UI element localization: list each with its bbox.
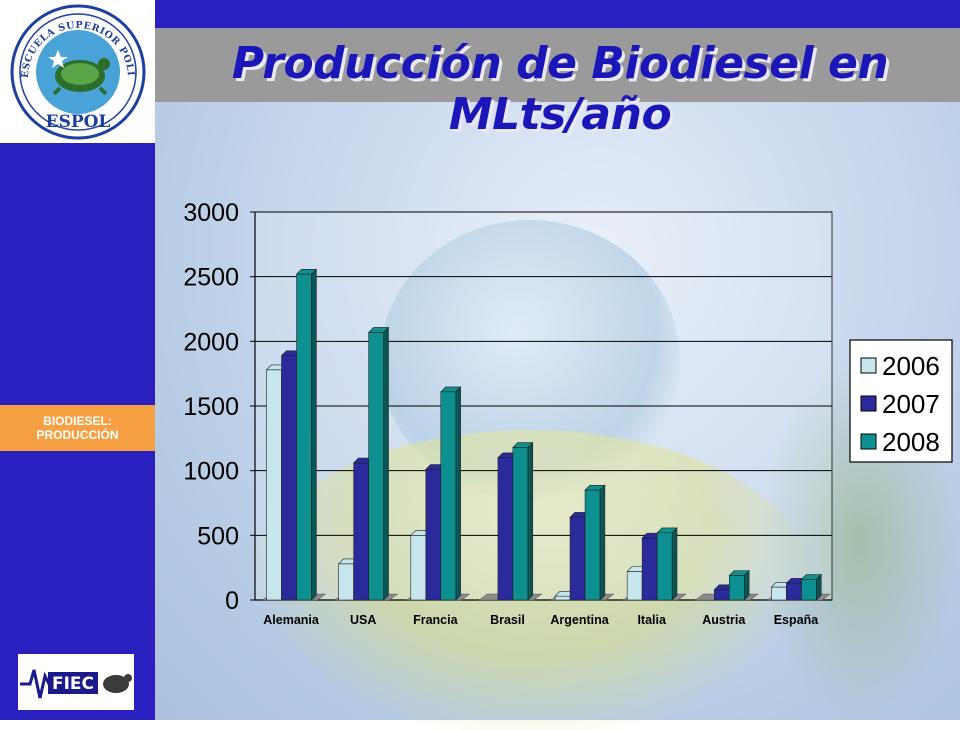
- y-tick-label: 2000: [183, 328, 239, 356]
- logo-espol-text: ESPOL: [46, 112, 111, 132]
- bar-2008-brasil: [512, 447, 529, 601]
- y-tick-label: 2500: [183, 264, 239, 292]
- legend-swatch-2006: [860, 357, 877, 374]
- y-tick-label: 1500: [183, 393, 239, 421]
- legend-label-2006: 2006: [882, 351, 940, 381]
- bar-2007-italia: [641, 537, 658, 601]
- bar-2007-brasil: [497, 457, 514, 601]
- bar-side-2008-austria: [744, 569, 750, 601]
- top-bar: [155, 0, 960, 28]
- bar-2006-españa: [771, 586, 787, 601]
- legend-swatch-2008: [860, 433, 877, 450]
- section-label-line2: PRODUCCIÓN: [36, 428, 119, 442]
- bar-2007-austria: [714, 589, 730, 601]
- x-tick-label: Brasil: [490, 613, 525, 627]
- bar-side-2008-usa: [383, 326, 389, 601]
- x-tick-label: España: [774, 613, 820, 627]
- bar-2007-españa: [786, 582, 802, 601]
- fiec-logo-text: FIEC: [52, 674, 94, 694]
- x-tick-label: Francia: [413, 613, 459, 627]
- x-tick-label: Argentina: [550, 613, 609, 627]
- bar-side-2008-francia: [455, 386, 461, 601]
- section-label: BIODIESEL: PRODUCCIÓN: [0, 405, 155, 451]
- bar-side-2008-argentina: [599, 484, 606, 601]
- legend-label-2007: 2007: [882, 389, 940, 419]
- title-band: [155, 28, 960, 102]
- bar-2006-usa: [338, 563, 354, 601]
- bar-side-2008-españa: [816, 573, 822, 601]
- bar-2008-italia: [656, 532, 673, 601]
- section-label-line1: BIODIESEL:: [43, 414, 112, 428]
- bar-2006-francia: [410, 535, 427, 601]
- x-tick-label: Alemania: [263, 613, 320, 627]
- y-tick-label: 500: [197, 522, 239, 550]
- bar-2008-españa: [801, 579, 817, 601]
- bar-side-2008-brasil: [527, 441, 534, 601]
- bar-2007-usa: [353, 462, 369, 601]
- y-tick-label: 0: [225, 587, 239, 615]
- bar-2008-usa: [368, 331, 384, 601]
- bar-2008-alemania: [296, 273, 312, 601]
- y-tick-label: 1000: [183, 458, 239, 486]
- bar-2006-argentina: [554, 595, 571, 601]
- fiec-logo: FIEC: [18, 654, 134, 710]
- bar-2008-austria: [729, 575, 745, 601]
- bar-2007-argentina: [569, 516, 586, 601]
- bar-side-2008-italia: [671, 527, 678, 601]
- x-tick-label: Austria: [702, 613, 746, 627]
- bar-2006-italia: [626, 571, 643, 601]
- espol-logo: ESCUELA SUPERIOR POLITECNICA DEL LITORAL…: [0, 0, 155, 143]
- legend-label-2008: 2008: [882, 427, 940, 457]
- bar-2008-francia: [440, 391, 457, 601]
- page-title: Producción de Biodiesel en MLts/año: [231, 38, 889, 140]
- bar-2007-alemania: [281, 355, 297, 601]
- bar-side-2008-alemania: [311, 268, 317, 601]
- x-tick-label: Italia: [637, 613, 667, 627]
- bar-2006-alemania: [266, 369, 282, 601]
- x-tick-label: USA: [350, 613, 376, 627]
- bar-2008-argentina: [584, 489, 601, 601]
- legend-swatch-2007: [860, 395, 877, 412]
- bar-2007-francia: [425, 469, 442, 601]
- y-tick-label: 3000: [183, 199, 239, 227]
